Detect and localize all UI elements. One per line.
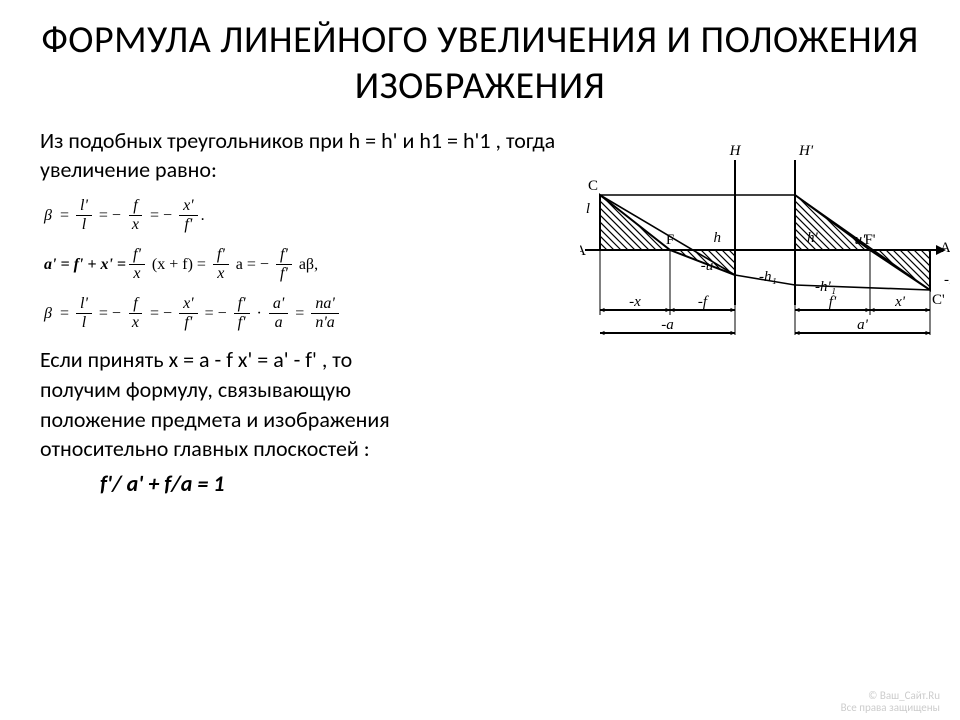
formula-1: β = l'l = − fx = − x'f' . [44,198,570,233]
svg-text:h: h [714,230,722,246]
op: (x + f) = [152,256,206,274]
frac: x'f' [179,198,198,233]
frac: f'x [129,247,145,282]
svg-text:-f: -f [698,294,709,310]
optical-diagram: HH'ClAA'-l'C'FF'hh'-uu'-h₁-h'₁-x-ff'x'-a… [580,135,950,365]
svg-text:-h'₁: -h'₁ [815,279,836,295]
text-column: Из подобных треугольников при h = h' и h… [40,127,570,497]
svg-text:A: A [580,243,586,259]
formula-3: β = l'l = − fx = − x'f' = − f'f' · a'a =… [44,296,570,331]
f3-lhs: β [44,305,52,323]
svg-text:u': u' [855,232,867,248]
op: = − [205,305,227,323]
op: = − [150,207,172,225]
op: a = − [236,256,269,274]
frac: fx [128,296,143,331]
svg-text:A': A' [940,240,950,256]
frac: a'a [269,296,288,331]
para2-l3: положение предмета и изображения [40,406,390,433]
op: aβ, [299,256,318,274]
svg-text:H: H [729,143,742,159]
svg-text:C: C [588,178,598,194]
content-row: Из подобных треугольников при h = h' и h… [40,127,920,497]
para2-l2: получим формулу, связывающую [40,376,351,403]
intro-text: Из подобных треугольников при h = h' и h… [40,127,570,184]
page-title: ФОРМУЛА ЛИНЕЙНОГО УВЕЛИЧЕНИЯ И ПОЛОЖЕНИЯ… [40,18,920,109]
svg-text:H': H' [798,143,814,159]
svg-text:-l': -l' [944,272,950,288]
final-formula: f'/ a' + f/a = 1 [100,470,570,497]
svg-text:-x: -x [629,294,641,310]
svg-text:a': a' [857,317,869,333]
frac: f'f' [234,296,250,331]
svg-text:-a: -a [661,317,674,333]
frac: x'f' [179,296,198,331]
op: = − [99,305,121,323]
footer-l2: Все права защищены [841,702,940,714]
eq-sign: = [60,207,69,225]
frac: l'l [76,296,92,331]
svg-text:-h₁: -h₁ [759,269,777,285]
frac: na'n'a [311,296,338,331]
punct: . [201,207,205,225]
para2: Если принять x = a - f x' = a' - f' , то… [40,345,570,464]
eq-sign: = [60,305,69,323]
frac: f'f' [276,247,292,282]
svg-text:-u: -u [701,258,714,274]
op: = − [99,207,121,225]
f1-lhs: β [44,207,52,225]
svg-text:C': C' [932,292,945,308]
svg-text:x': x' [894,294,906,310]
frac: f'x [213,247,229,282]
para2-l4: относительно главных плоскостей : [40,435,370,462]
formula-block: β = l'l = − fx = − x'f' . a' = f' + x' =… [44,198,570,331]
diagram-column: HH'ClAA'-l'C'FF'hh'-uu'-h₁-h'₁-x-ff'x'-a… [580,135,950,365]
svg-text:f': f' [829,294,837,310]
frac: fx [128,198,143,233]
op: · [257,305,262,323]
f2-lhs: a' = f' + x' = [44,256,126,274]
op: = − [150,305,172,323]
op: = [295,305,304,323]
formula-2: a' = f' + x' = f'x (x + f) = f'x a = − f… [44,247,570,282]
frac: l'l [76,198,92,233]
footer-watermark: © Ваш_Сайт.Ru Все права защищены [841,690,940,714]
svg-text:l: l [586,201,590,217]
para2-l1: Если принять x = a - f x' = a' - f' , то [40,346,352,373]
